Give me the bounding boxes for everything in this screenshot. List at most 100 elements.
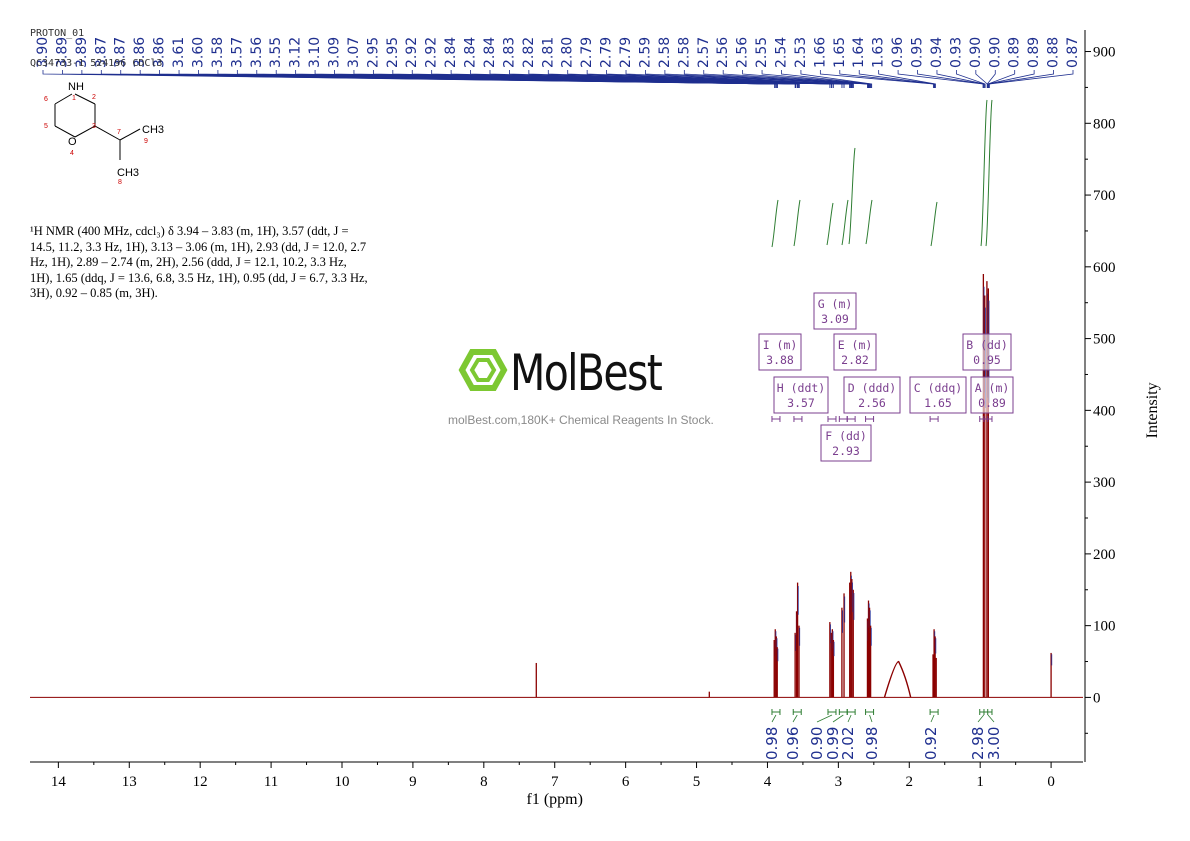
x-axis-label: f1 (ppm) <box>527 791 583 808</box>
integral-curve <box>930 201 938 247</box>
x-tick-label: 8 <box>480 774 488 790</box>
multiplet-value: 0.89 <box>978 396 1006 410</box>
peak-leader-line <box>683 70 869 88</box>
x-tick-label: 3 <box>835 774 843 790</box>
integral-curve <box>848 147 856 245</box>
y-tick-label: 700 <box>1093 188 1116 204</box>
peak-position-label: 3.07 <box>346 37 362 68</box>
x-tick-label: 4 <box>764 774 772 790</box>
multiplet-box <box>962 333 1012 371</box>
multiplet-value: 3.09 <box>821 312 849 326</box>
multiplet-label: E (m) <box>838 338 873 352</box>
trace-layer <box>30 274 1083 698</box>
integral-leader-line <box>977 714 985 723</box>
peak-position-label: 0.90 <box>968 37 984 68</box>
peak-position-label: 2.84 <box>463 37 479 68</box>
integral-value-label: 0.98 <box>863 727 881 760</box>
integral-leader-line <box>792 714 798 723</box>
multiplet-box <box>970 376 1014 414</box>
peak-position-label: 2.82 <box>521 37 537 68</box>
peak-position-label: 2.55 <box>754 37 770 68</box>
peak-leader-line <box>989 70 1074 88</box>
peak-position-label: 2.80 <box>560 37 576 68</box>
peak-leader-line <box>878 70 936 88</box>
peak-position-label: 2.53 <box>793 37 809 68</box>
multiplet-label: I (m) <box>763 338 798 352</box>
multiplet-label: C (ddq) <box>914 381 962 395</box>
multiplet-value: 0.95 <box>973 353 1001 367</box>
peak-position-label: 3.87 <box>93 37 109 68</box>
peak-position-label: 0.88 <box>1046 37 1062 68</box>
peak-position-label: 2.79 <box>579 37 595 68</box>
multiplet-annotation: B (dd)0.95 <box>962 333 1012 422</box>
multiplet-annotation: D (ddd)2.56 <box>843 376 901 422</box>
integral-value-label: 0.90 <box>808 727 826 760</box>
peak-position-label: 3.89 <box>54 37 70 68</box>
peak-position-label: 2.58 <box>657 37 673 68</box>
peak-leader-line <box>839 70 935 88</box>
peak-position-label: 2.79 <box>599 37 615 68</box>
x-tick-label: 6 <box>622 774 630 790</box>
peak-position-label: 1.65 <box>832 37 848 68</box>
y-tick-label: 0 <box>1093 690 1101 706</box>
integral-leader-line <box>832 714 844 723</box>
peak-leader-line <box>987 70 1035 88</box>
y-axis-label: Intensity <box>1144 382 1161 438</box>
peak-leader-line <box>936 70 985 88</box>
peak-position-label: 3.12 <box>288 37 304 68</box>
peak-position-label: 0.90 <box>987 37 1003 68</box>
multiplet-label: H (ddt) <box>777 381 825 395</box>
spectrum-peak <box>883 660 912 698</box>
integral-value-label: 0.96 <box>784 727 802 760</box>
peak-leader-line <box>955 70 986 88</box>
nmr-description: ¹H NMR (400 MHz, cdcl₃) δ 3.94 – 3.83 (m… <box>30 224 368 300</box>
peak-position-label: 2.95 <box>385 37 401 68</box>
multiplet-annotation: I (m)3.88 <box>758 333 802 422</box>
peak-leader-line <box>781 70 872 88</box>
multiplet-value: 2.82 <box>841 353 869 367</box>
y-tick-label: 500 <box>1093 332 1116 348</box>
peak-leader-line <box>917 70 985 88</box>
peak-position-label: 1.63 <box>871 37 887 68</box>
multiplet-box <box>773 376 829 414</box>
peak-position-label: 2.92 <box>424 37 440 68</box>
peak-leader-line <box>761 70 871 88</box>
multiplet-layer: I (m)3.88H (ddt)3.57G (m)3.09F (dd)2.93E… <box>758 292 1014 462</box>
multiplet-annotation: H (ddt)3.57 <box>773 376 829 422</box>
peak-position-label: 2.84 <box>443 37 459 68</box>
peak-leader-line <box>897 70 984 88</box>
y-tick-label: 400 <box>1093 403 1116 419</box>
integral-leader-line <box>847 714 852 723</box>
atom-label: 8 <box>118 179 122 186</box>
peak-position-label: 2.56 <box>735 37 751 68</box>
watermark-brand: MolBest <box>510 344 663 402</box>
atom-label: 9 <box>144 138 148 145</box>
molecule-structure <box>54 93 141 160</box>
peak-position-label: 2.57 <box>696 37 712 68</box>
atom-label: 4 <box>70 150 74 157</box>
molecule-labels: NH 1 2 3 O 4 5 6 7 CH3 9 CH3 8 <box>44 81 164 186</box>
y-tick-label: 900 <box>1093 45 1116 61</box>
multiplet-label: D (ddd) <box>848 381 896 395</box>
peak-position-label: 2.79 <box>618 37 634 68</box>
integral-curve <box>865 199 873 245</box>
peak-leader-line <box>975 70 988 88</box>
x-tick-label: 12 <box>193 774 208 790</box>
peak-position-label: 3.86 <box>152 37 168 68</box>
atom-label: 3 <box>92 123 96 130</box>
peak-position-label: 2.54 <box>773 37 789 68</box>
peak-position-label: 0.94 <box>929 37 945 68</box>
integral-value-label: 2.02 <box>839 727 857 760</box>
multiplet-box <box>758 333 802 371</box>
integral-value-label: 0.92 <box>922 727 940 760</box>
multiplet-box <box>813 292 857 330</box>
integral-curve <box>771 199 779 248</box>
y-tick-label: 200 <box>1093 547 1116 563</box>
peak-position-label: 0.89 <box>1007 37 1023 68</box>
multiplet-annotation: C (ddq)1.65 <box>909 376 967 422</box>
x-tick-label: 10 <box>335 774 350 790</box>
peak-leader-line <box>819 70 934 88</box>
x-tick-label: 11 <box>264 774 278 790</box>
peak-position-label: 0.96 <box>890 37 906 68</box>
peak-position-label: 2.92 <box>404 37 420 68</box>
